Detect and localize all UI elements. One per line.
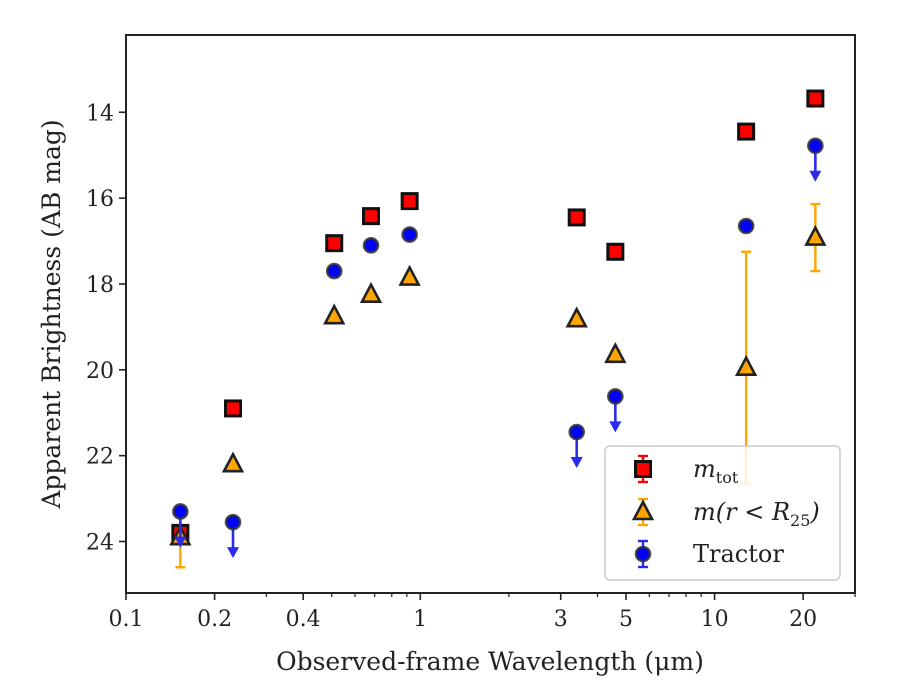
data-point-triangle [323, 303, 346, 325]
y-axis-label: Apparent Brightness (AB mag) [37, 119, 66, 509]
data-point-square [224, 399, 243, 418]
data-point-triangle [359, 281, 383, 303]
legend-label-subscript: 25 [790, 511, 810, 530]
y-tick-label: 14 [86, 101, 114, 126]
legend-marker-square [634, 460, 652, 478]
x-tick-label: 1 [413, 607, 427, 632]
data-point-square [737, 122, 756, 141]
data-point-triangle [398, 264, 421, 286]
x-tick-label: 3 [554, 607, 568, 632]
data-point-square [606, 242, 625, 261]
data-point-triangle [604, 341, 627, 364]
upper-limit-arrowhead [227, 547, 240, 559]
axis-ticks: 0.1 0.2 0.4 1 3 5 10 20 14 16 18 20 22 24 [86, 101, 856, 632]
upper-limit-arrowhead [570, 457, 583, 469]
data-point-triangle [734, 354, 758, 376]
legend-label-subscript: tot [716, 468, 739, 487]
upper-limit-arrowhead [609, 421, 622, 433]
legend: mtot m(r < R25) Tractor [604, 445, 841, 581]
upper-limit-arrowhead [174, 536, 187, 548]
x-axis-label: Observed-frame Wavelength (μm) [276, 647, 704, 676]
data-point-circle [607, 388, 624, 405]
data-point-circle [224, 513, 242, 531]
legend-label: Tractor [693, 540, 784, 568]
upper-limit-arrowhead [809, 170, 822, 182]
x-tick-label: 20 [789, 607, 817, 632]
x-tick-label: 5 [619, 607, 633, 632]
legend-marker-triangle [631, 499, 655, 521]
data-point-circle [325, 262, 343, 280]
y-tick-label: 20 [86, 359, 114, 384]
legend-label-text: Tractor [693, 540, 784, 568]
y-tick-label: 16 [86, 187, 114, 212]
legend-box [604, 445, 841, 581]
series-m-r-r-25 [169, 202, 827, 569]
y-tick-label: 24 [86, 530, 114, 555]
data-point-triangle [804, 224, 827, 246]
x-tick-label: 0.1 [109, 607, 144, 632]
legend-marker-circle [634, 545, 652, 563]
data-point-circle [401, 226, 418, 243]
data-point-circle [568, 423, 586, 441]
legend-label: m(r < R25) [693, 498, 820, 530]
x-tick-label: 10 [701, 607, 729, 632]
x-tick-label: 0.4 [286, 607, 321, 632]
data-point-square [400, 192, 419, 211]
data-point-circle [172, 503, 189, 520]
data-point-circle [362, 237, 380, 254]
data-point-square [362, 207, 381, 226]
data-marks [169, 89, 827, 569]
data-point-triangle [221, 451, 245, 473]
data-point-triangle [565, 306, 588, 328]
data-point-square [806, 89, 825, 108]
y-tick-label: 18 [86, 273, 114, 298]
legend-label-text: m [693, 455, 716, 483]
legend-label-tail: ) [809, 498, 819, 526]
x-tick-label: 0.2 [197, 607, 232, 632]
data-point-square [567, 208, 586, 227]
data-point-circle [737, 217, 755, 235]
plot-frame [125, 34, 856, 594]
y-tick-label: 22 [86, 445, 114, 470]
legend-label-text: m(r < R [693, 498, 790, 526]
legend-label: mtot [693, 455, 739, 487]
data-point-square [325, 234, 344, 253]
series-tractor [172, 137, 824, 559]
data-point-circle [807, 137, 824, 155]
